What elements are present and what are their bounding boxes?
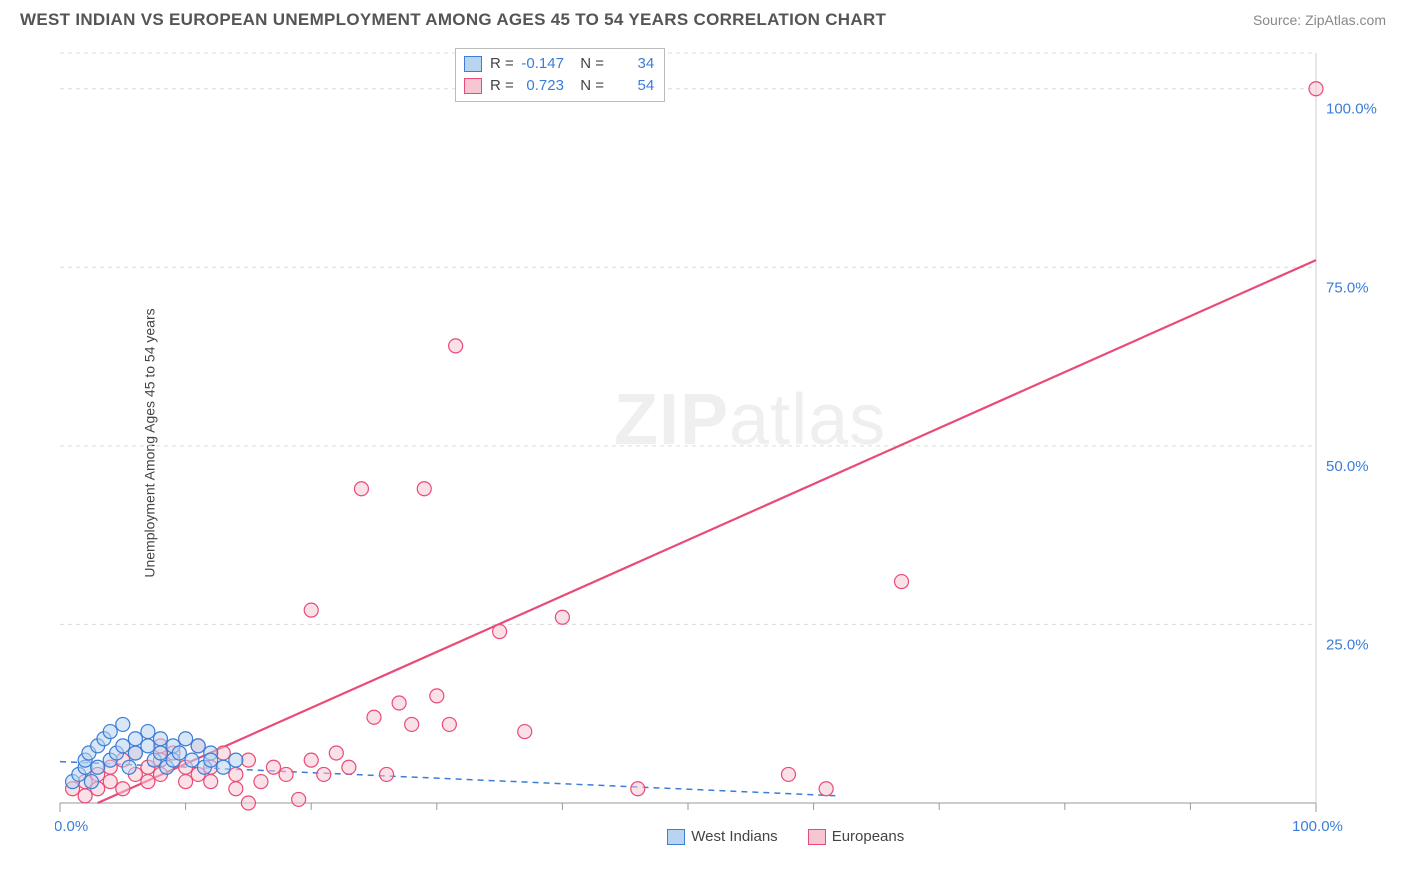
svg-text:100.0%: 100.0% [1292, 818, 1343, 835]
svg-text:0.0%: 0.0% [55, 818, 88, 835]
swatch-icon [464, 56, 482, 72]
chart-title: WEST INDIAN VS EUROPEAN UNEMPLOYMENT AMO… [20, 10, 886, 30]
svg-text:50.0%: 50.0% [1326, 458, 1369, 475]
svg-text:100.0%: 100.0% [1326, 101, 1377, 118]
stats-legend: R = -0.147 N = 34 R = 0.723 N = 54 [455, 48, 665, 102]
svg-text:75.0%: 75.0% [1326, 279, 1369, 296]
source-label: Source: ZipAtlas.com [1253, 12, 1386, 28]
swatch-icon [808, 829, 826, 845]
stats-row-west-indians: R = -0.147 N = 34 [464, 53, 654, 75]
chart-area: Unemployment Among Ages 45 to 54 years 2… [55, 43, 1386, 843]
series-legend: West Indians Europeans [667, 828, 904, 845]
scatter-plot: 25.0% 50.0% 75.0% 100.0% 0.0% 100.0% [55, 43, 1386, 843]
swatch-icon [667, 829, 685, 845]
legend-item-west-indians: West Indians [667, 828, 777, 845]
stats-row-europeans: R = 0.723 N = 54 [464, 75, 654, 97]
legend-item-europeans: Europeans [808, 828, 905, 845]
swatch-icon [464, 78, 482, 94]
chart-header: WEST INDIAN VS EUROPEAN UNEMPLOYMENT AMO… [0, 0, 1406, 35]
svg-text:25.0%: 25.0% [1326, 636, 1369, 653]
